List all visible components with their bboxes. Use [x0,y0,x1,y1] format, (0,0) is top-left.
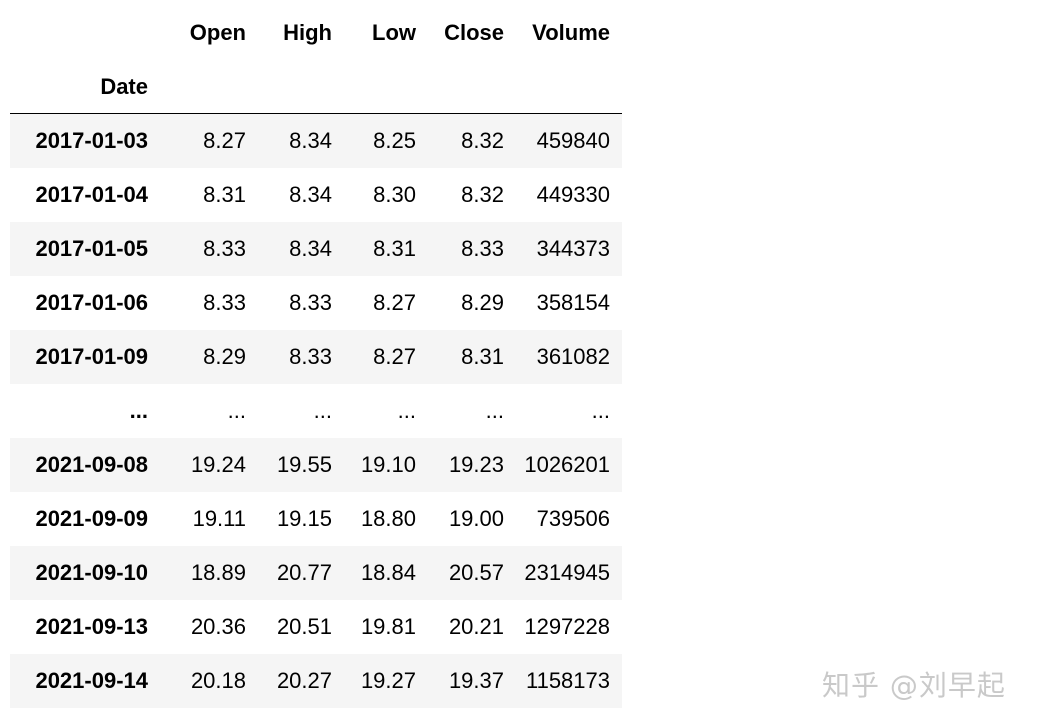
cell-high: 19.15 [276,506,332,531]
table-row: 2017-01-09 8.29 8.33 8.27 8.31 361082 [10,330,622,384]
cell-volume: 449330 [536,182,610,207]
column-header-high: High [283,20,332,45]
cell-high: 20.77 [276,560,332,585]
table-body: 2017-01-03 8.27 8.34 8.25 8.32 459840 2017-01-… [10,114,622,708]
cell-close: 8.29 [461,290,504,315]
cell-volume: 1297228 [524,614,610,639]
dataframe-table: Open High Low Close Volume Date 2017-01-… [10,6,622,708]
index-name: Date [100,73,148,99]
cell-low: 18.80 [360,506,416,531]
table-row: 2021-09-10 18.89 20.77 18.84 20.57 2314945 [10,546,622,600]
watermark: 知乎 @刘早起 [822,669,1006,702]
cell-high: 8.33 [289,344,332,369]
cell-close: 19.00 [448,506,504,531]
row-index-date: 2017-01-09 [35,344,148,369]
cell-high: 20.51 [276,614,332,639]
row-index-date: 2021-09-14 [35,668,148,693]
table-row: 2017-01-06 8.33 8.33 8.27 8.29 358154 [10,276,622,330]
column-header-low: Low [372,20,416,45]
column-header-volume: Volume [532,20,610,45]
column-header-close: Close [444,20,504,45]
cell-close: ... [485,398,504,423]
cell-open: 19.11 [192,506,246,531]
cell-volume: ... [591,398,610,423]
cell-high: ... [313,398,332,423]
cell-open: 20.36 [190,614,246,639]
row-index-date: 2021-09-10 [35,560,148,585]
cell-open: 19.24 [190,452,246,477]
cell-volume: 1026201 [524,452,610,477]
row-index-date: 2017-01-03 [35,128,148,153]
cell-high: 8.34 [289,236,332,261]
cell-volume: 344373 [536,236,610,261]
row-index-date: 2021-09-08 [35,452,148,477]
cell-low: 8.25 [373,128,416,153]
table-row: 2017-01-05 8.33 8.34 8.31 8.33 344373 [10,222,622,276]
cell-open: 8.33 [203,290,246,315]
cell-volume: 459840 [536,128,610,153]
cell-close: 8.32 [461,128,504,153]
cell-high: 8.34 [289,182,332,207]
row-index-date: 2017-01-04 [35,182,148,207]
cell-low: 19.10 [360,452,416,477]
cell-low: 19.81 [360,614,416,639]
cell-open: 8.29 [203,344,246,369]
table-row: 2021-09-09 19.11 19.15 18.80 19.00 739506 [10,492,622,546]
cell-volume: 739506 [536,506,610,531]
cell-volume: 358154 [536,290,610,315]
cell-open: ... [227,398,246,423]
cell-volume: 1158173 [525,668,610,693]
cell-volume: 2314945 [524,560,610,585]
cell-low: 8.27 [373,290,416,315]
cell-close: 8.31 [461,344,504,369]
table-row: 2021-09-08 19.24 19.55 19.10 19.23 1026201 [10,438,622,492]
cell-close: 8.33 [461,236,504,261]
column-header-row: Open High Low Close Volume [10,6,622,60]
cell-close: 20.21 [448,614,504,639]
row-index-date: ... [129,398,148,423]
row-index-date: 2021-09-13 [35,614,148,639]
cell-volume: 361082 [536,344,610,369]
row-index-date: 2021-09-09 [35,506,148,531]
cell-close: 20.57 [448,560,504,585]
cell-open: 18.89 [190,560,246,585]
cell-high: 8.33 [289,290,332,315]
cell-low: 8.31 [373,236,416,261]
cell-high: 20.27 [276,668,332,693]
table-row: 2021-09-14 20.18 20.27 19.27 19.37 1158173 [10,654,622,708]
column-header-open: Open [189,20,246,45]
row-index-date: 2017-01-06 [35,290,148,315]
cell-close: 8.32 [461,182,504,207]
cell-low: ... [397,398,416,423]
cell-low: 18.84 [360,560,416,585]
cell-high: 19.55 [276,452,332,477]
cell-low: 8.30 [373,182,416,207]
cell-close: 19.37 [448,668,504,693]
cell-close: 19.23 [448,452,504,477]
cell-high: 8.34 [289,128,332,153]
cell-low: 19.27 [360,668,416,693]
cell-low: 8.27 [373,344,416,369]
table-row: .................. [10,384,622,438]
table-row: 2017-01-03 8.27 8.34 8.25 8.32 459840 [10,114,622,168]
cell-open: 8.31 [203,182,246,207]
cell-open: 8.27 [203,128,246,153]
cell-open: 8.33 [203,236,246,261]
row-index-date: 2017-01-05 [35,236,148,261]
table-row: 2017-01-04 8.31 8.34 8.30 8.32 449330 [10,168,622,222]
table-row: 2021-09-13 20.36 20.51 19.81 20.21 1297228 [10,600,622,654]
cell-open: 20.18 [190,668,246,693]
index-name-row: Date [10,60,622,114]
